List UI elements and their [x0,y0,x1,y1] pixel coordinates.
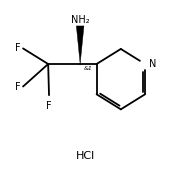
Text: N: N [149,59,156,69]
Text: &1: &1 [83,66,92,71]
Text: NH₂: NH₂ [71,15,89,25]
Text: F: F [15,81,21,92]
Text: F: F [15,43,21,53]
Text: HCl: HCl [76,151,95,161]
Text: F: F [46,101,52,111]
Polygon shape [76,26,84,64]
